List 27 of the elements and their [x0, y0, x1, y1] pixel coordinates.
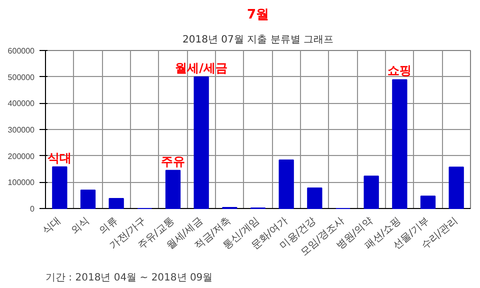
y-tick-label: 100000: [8, 178, 36, 188]
bar: [108, 198, 124, 209]
bar: [165, 170, 181, 209]
y-tick-label: 500000: [8, 72, 36, 82]
annotation: 식대: [48, 150, 72, 165]
y-tick-label: 300000: [8, 126, 36, 134]
annotation: 월세/세금: [175, 60, 228, 75]
annotation: 쇼핑: [388, 64, 412, 78]
bar: [448, 166, 464, 209]
bar: [364, 176, 379, 209]
annotation: 주유: [161, 154, 185, 168]
bar: [194, 76, 209, 209]
x-tick-label: 외식: [69, 215, 92, 237]
chart-subtitle: 2018년 07월 지출 분류별 그래프: [182, 34, 334, 46]
bar: [307, 187, 322, 209]
bar: [80, 190, 96, 209]
text: 기간 : 2018년 04월 ~ 2018년 09월: [46, 272, 213, 284]
bar: [52, 166, 68, 209]
y-tick-label: 600000: [8, 46, 36, 56]
bar: [420, 196, 436, 209]
chart-title: 7월: [246, 8, 270, 22]
bar: [392, 79, 408, 209]
bar: [278, 160, 294, 209]
y-tick-label: 400000: [8, 99, 36, 108]
y-tick-label: 0: [30, 204, 36, 214]
y-tick-label: 200000: [8, 152, 36, 161]
x-tick-label: 식대: [40, 215, 64, 237]
